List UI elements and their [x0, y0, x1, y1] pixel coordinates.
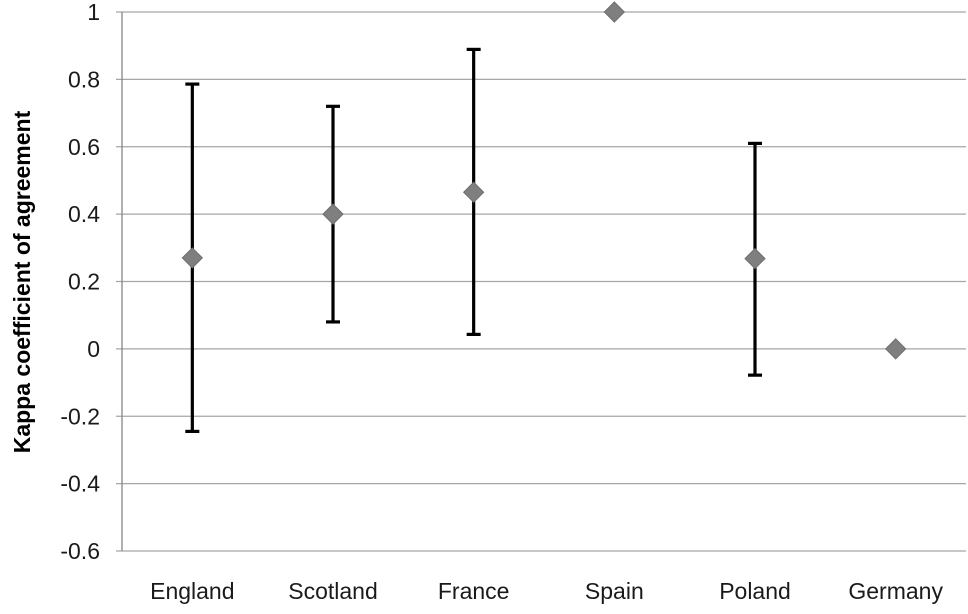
y-tick-label: 0.6: [68, 134, 100, 160]
x-tick-label: Scotland: [288, 578, 378, 604]
y-tick-label: -0.4: [60, 471, 100, 497]
x-tick-label: France: [438, 578, 510, 604]
data-point: [462, 181, 485, 203]
y-tick-label: 0.2: [68, 269, 100, 295]
x-tick-label: Spain: [585, 578, 644, 604]
y-axis-title: Kappa coefficient of agreement: [9, 110, 35, 453]
x-tick-label: Poland: [719, 578, 791, 604]
error-bars: [185, 47, 762, 434]
data-point: [181, 247, 204, 269]
y-tick-label: 0: [87, 336, 100, 362]
y-tick-label: 1: [87, 0, 100, 25]
x-tick-label: Germany: [848, 578, 943, 604]
y-tick-labels: -0.6 -0.4 -0.2 0 0.2 0.4 0.6 0.8 1: [60, 0, 100, 564]
data-points: [181, 1, 907, 360]
data-point: [744, 247, 766, 270]
x-tick-labels: England Scotland France Spain Poland Germany: [150, 578, 943, 604]
x-tick-label: England: [150, 578, 234, 604]
y-tick-label: 0.8: [68, 66, 100, 92]
data-point: [322, 203, 344, 225]
data-point: [884, 338, 907, 360]
data-point: [603, 1, 626, 23]
y-tick-label: 0.4: [68, 201, 100, 227]
gridlines: [116, 11, 966, 552]
y-tick-label: -0.6: [60, 538, 100, 564]
y-tick-label: -0.2: [60, 403, 100, 429]
